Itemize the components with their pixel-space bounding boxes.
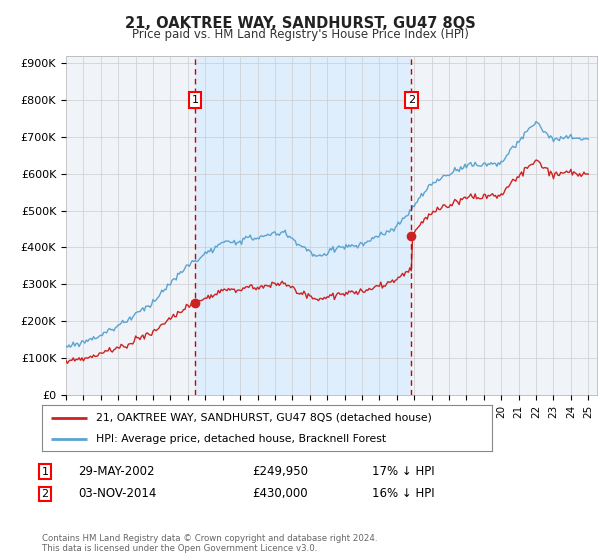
Text: 17% ↓ HPI: 17% ↓ HPI [372, 465, 434, 478]
Text: £430,000: £430,000 [252, 487, 308, 501]
Text: 21, OAKTREE WAY, SANDHURST, GU47 8QS: 21, OAKTREE WAY, SANDHURST, GU47 8QS [125, 16, 475, 31]
Text: 21, OAKTREE WAY, SANDHURST, GU47 8QS (detached house): 21, OAKTREE WAY, SANDHURST, GU47 8QS (de… [96, 413, 432, 423]
Text: 1: 1 [191, 95, 199, 105]
Text: 2: 2 [408, 95, 415, 105]
Text: 29-MAY-2002: 29-MAY-2002 [78, 465, 155, 478]
Text: £249,950: £249,950 [252, 465, 308, 478]
Text: 03-NOV-2014: 03-NOV-2014 [78, 487, 157, 501]
Text: 1: 1 [41, 466, 49, 477]
Text: Price paid vs. HM Land Registry's House Price Index (HPI): Price paid vs. HM Land Registry's House … [131, 28, 469, 41]
Text: 2: 2 [41, 489, 49, 499]
Bar [195, 56, 412, 395]
Text: HPI: Average price, detached house, Bracknell Forest: HPI: Average price, detached house, Brac… [96, 435, 386, 444]
Text: Contains HM Land Registry data © Crown copyright and database right 2024.
This d: Contains HM Land Registry data © Crown c… [42, 534, 377, 553]
Text: 16% ↓ HPI: 16% ↓ HPI [372, 487, 434, 501]
